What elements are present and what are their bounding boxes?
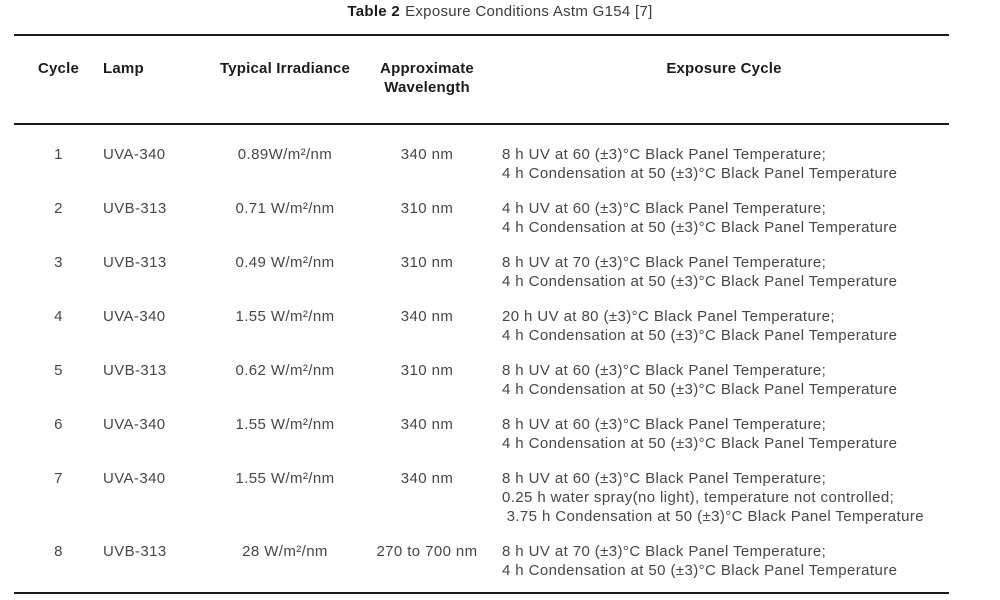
lamp-cell: UVB-313 bbox=[103, 254, 167, 271]
wavelength-cell: 270 to 700 nm bbox=[376, 543, 478, 560]
exposure-cell: 8 h UV at 70 (±3)°C Black Panel Temperat… bbox=[502, 254, 898, 290]
column-header-cycle: Cycle bbox=[14, 35, 103, 125]
column-header-irradiance: Typical Irradiance bbox=[215, 35, 355, 125]
irradiance-cell: 1.55 W/m²/nm bbox=[235, 470, 335, 487]
lamp-cell: UVA-340 bbox=[103, 470, 166, 487]
table-row: 2 UVB-313 0.71 W/m²/nm 310 nm 4 h UV at … bbox=[14, 188, 949, 242]
irradiance-cell: 28 W/m²/nm bbox=[242, 543, 328, 560]
exposure-cell: 4 h UV at 60 (±3)°C Black Panel Temperat… bbox=[502, 200, 898, 236]
irradiance-cell: 0.49 W/m²/nm bbox=[235, 254, 335, 271]
table-caption: Table 2 Exposure Conditions Astm G154 [7] bbox=[0, 0, 1000, 21]
irradiance-cell: 0.71 W/m²/nm bbox=[235, 200, 335, 217]
exposure-conditions-table: Cycle Lamp Typical Irradiance Approximat… bbox=[14, 34, 949, 594]
cycle-cell: 6 bbox=[54, 416, 63, 433]
column-header-wavelength: Approximate Wavelength bbox=[355, 35, 499, 125]
table-row: 6 UVA-340 1.55 W/m²/nm 340 nm 8 h UV at … bbox=[14, 404, 949, 458]
exposure-cell: 20 h UV at 80 (±3)°C Black Panel Tempera… bbox=[502, 308, 898, 344]
lamp-cell: UVB-313 bbox=[103, 543, 167, 560]
lamp-cell: UVB-313 bbox=[103, 200, 167, 217]
lamp-cell: UVA-340 bbox=[103, 416, 166, 433]
table-caption-label: Table 2 bbox=[347, 3, 401, 20]
exposure-cell: 8 h UV at 60 (±3)°C Black Panel Temperat… bbox=[502, 416, 898, 452]
irradiance-cell: 0.89W/m²/nm bbox=[237, 146, 333, 163]
exposure-cell: 8 h UV at 60 (±3)°C Black Panel Temperat… bbox=[502, 146, 898, 182]
wavelength-cell: 340 nm bbox=[400, 308, 454, 325]
column-header-exposure: Exposure Cycle bbox=[499, 35, 949, 125]
wavelength-cell: 310 nm bbox=[400, 254, 454, 271]
wavelength-cell: 310 nm bbox=[400, 200, 454, 217]
wavelength-cell: 310 nm bbox=[400, 362, 454, 379]
wavelength-cell: 340 nm bbox=[400, 470, 454, 487]
wavelength-cell: 340 nm bbox=[400, 146, 454, 163]
table-caption-text: Exposure Conditions Astm G154 [7] bbox=[405, 3, 653, 20]
cycle-cell: 8 bbox=[54, 543, 63, 560]
table-row: 4 UVA-340 1.55 W/m²/nm 340 nm 20 h UV at… bbox=[14, 296, 949, 350]
table-row: 7 UVA-340 1.55 W/m²/nm 340 nm 8 h UV at … bbox=[14, 458, 949, 531]
cycle-cell: 7 bbox=[54, 470, 63, 487]
table-row: 8 UVB-313 28 W/m²/nm 270 to 700 nm 8 h U… bbox=[14, 531, 949, 593]
exposure-cell: 8 h UV at 60 (±3)°C Black Panel Temperat… bbox=[502, 470, 924, 525]
exposure-cell: 8 h UV at 60 (±3)°C Black Panel Temperat… bbox=[502, 362, 898, 398]
cycle-cell: 3 bbox=[54, 254, 63, 271]
cycle-cell: 1 bbox=[54, 146, 63, 163]
cycle-cell: 4 bbox=[54, 308, 63, 325]
irradiance-cell: 1.55 W/m²/nm bbox=[235, 308, 335, 325]
exposure-cell: 8 h UV at 70 (±3)°C Black Panel Temperat… bbox=[502, 543, 898, 579]
irradiance-cell: 1.55 W/m²/nm bbox=[235, 416, 335, 433]
cycle-cell: 5 bbox=[54, 362, 63, 379]
cycle-cell: 2 bbox=[54, 200, 63, 217]
table-header-row: Cycle Lamp Typical Irradiance Approximat… bbox=[14, 35, 949, 125]
lamp-cell: UVB-313 bbox=[103, 362, 167, 379]
wavelength-cell: 340 nm bbox=[400, 416, 454, 433]
table-row: 3 UVB-313 0.49 W/m²/nm 310 nm 8 h UV at … bbox=[14, 242, 949, 296]
table-row: 5 UVB-313 0.62 W/m²/nm 310 nm 8 h UV at … bbox=[14, 350, 949, 404]
lamp-cell: UVA-340 bbox=[103, 308, 166, 325]
irradiance-cell: 0.62 W/m²/nm bbox=[235, 362, 335, 379]
column-header-lamp: Lamp bbox=[103, 35, 215, 125]
lamp-cell: UVA-340 bbox=[103, 146, 166, 163]
table-row: 1 UVA-340 0.89W/m²/nm 340 nm 8 h UV at 6… bbox=[14, 124, 949, 188]
